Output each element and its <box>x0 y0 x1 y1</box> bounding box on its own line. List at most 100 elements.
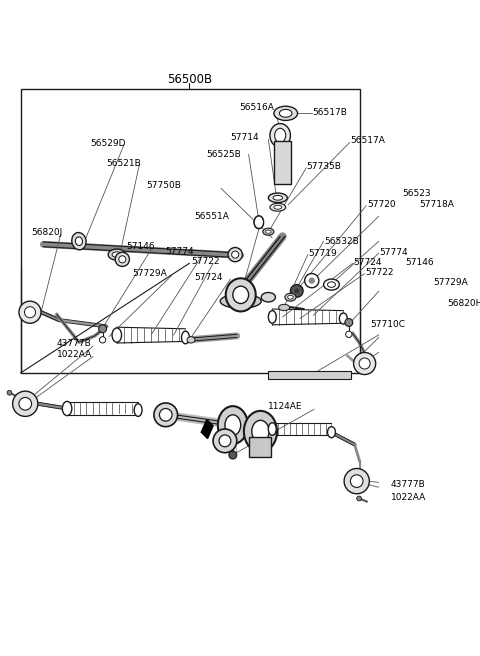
Bar <box>21 89 360 373</box>
Ellipse shape <box>279 110 292 117</box>
Circle shape <box>346 331 352 337</box>
Ellipse shape <box>159 409 172 421</box>
Circle shape <box>359 358 370 369</box>
Text: 56529D: 56529D <box>91 139 126 148</box>
Text: 57719: 57719 <box>309 249 337 258</box>
Circle shape <box>229 451 237 459</box>
Ellipse shape <box>108 249 125 260</box>
Text: 56551A: 56551A <box>194 213 229 221</box>
Ellipse shape <box>274 205 282 209</box>
Text: 57146: 57146 <box>126 242 155 251</box>
Ellipse shape <box>278 304 289 311</box>
Ellipse shape <box>213 429 237 453</box>
Ellipse shape <box>268 193 288 203</box>
Circle shape <box>294 289 299 293</box>
Ellipse shape <box>327 282 336 287</box>
Ellipse shape <box>270 123 290 147</box>
Text: 57724: 57724 <box>354 258 382 267</box>
Text: 56521B: 56521B <box>107 159 141 167</box>
Circle shape <box>24 307 36 318</box>
Bar <box>250 437 272 457</box>
Ellipse shape <box>244 411 277 452</box>
Text: 56525B: 56525B <box>206 150 240 159</box>
Text: 57146: 57146 <box>405 258 433 267</box>
Text: 56516A: 56516A <box>240 103 275 112</box>
Ellipse shape <box>327 426 336 438</box>
Ellipse shape <box>112 252 121 257</box>
Text: 57722: 57722 <box>365 268 394 277</box>
Text: 57714: 57714 <box>230 133 259 142</box>
Ellipse shape <box>265 230 271 234</box>
Text: 57724: 57724 <box>194 273 223 282</box>
Ellipse shape <box>268 422 276 436</box>
Circle shape <box>19 301 41 323</box>
Bar <box>268 371 351 379</box>
Text: 56517B: 56517B <box>312 108 348 117</box>
Ellipse shape <box>181 331 190 344</box>
Text: 57774: 57774 <box>166 247 194 256</box>
Ellipse shape <box>187 337 195 343</box>
Text: 57718A: 57718A <box>419 200 454 209</box>
Ellipse shape <box>233 286 249 304</box>
Ellipse shape <box>218 406 248 444</box>
Ellipse shape <box>285 293 296 301</box>
Ellipse shape <box>72 232 86 250</box>
Ellipse shape <box>273 195 283 200</box>
Text: 43777B: 43777B <box>57 339 92 348</box>
Circle shape <box>99 337 106 343</box>
Text: 56523: 56523 <box>403 190 431 198</box>
Text: 43777B: 43777B <box>391 480 425 489</box>
Ellipse shape <box>75 237 83 245</box>
Text: 1022AA: 1022AA <box>57 350 92 359</box>
Ellipse shape <box>115 253 130 266</box>
Text: 57774: 57774 <box>380 248 408 256</box>
Ellipse shape <box>228 247 242 262</box>
Text: 57720: 57720 <box>367 200 396 209</box>
Circle shape <box>309 277 315 284</box>
Text: 56500B: 56500B <box>167 73 212 86</box>
Bar <box>274 141 291 184</box>
Ellipse shape <box>270 203 286 211</box>
Ellipse shape <box>275 129 286 142</box>
Ellipse shape <box>154 403 178 426</box>
Circle shape <box>7 390 12 395</box>
Ellipse shape <box>226 278 256 312</box>
Ellipse shape <box>62 401 72 416</box>
Text: 56532B: 56532B <box>324 237 359 246</box>
Ellipse shape <box>134 403 142 417</box>
Ellipse shape <box>225 415 240 436</box>
Ellipse shape <box>339 313 347 324</box>
Text: 57710C: 57710C <box>370 320 405 329</box>
Text: 56820H: 56820H <box>447 299 480 308</box>
Ellipse shape <box>288 295 293 299</box>
Ellipse shape <box>112 328 121 342</box>
Ellipse shape <box>119 256 126 263</box>
Text: 1022AA: 1022AA <box>391 493 426 502</box>
Circle shape <box>344 468 370 494</box>
Circle shape <box>19 398 32 410</box>
Text: 57722: 57722 <box>191 257 219 266</box>
Circle shape <box>350 475 363 487</box>
Ellipse shape <box>274 106 298 121</box>
Polygon shape <box>201 420 213 438</box>
Ellipse shape <box>254 216 264 228</box>
Text: 57750B: 57750B <box>147 182 181 190</box>
Ellipse shape <box>324 279 339 290</box>
Circle shape <box>99 325 107 333</box>
Circle shape <box>12 391 38 417</box>
Text: 1124AE: 1124AE <box>268 402 303 411</box>
Ellipse shape <box>220 294 261 308</box>
Circle shape <box>290 285 303 297</box>
Circle shape <box>305 274 319 288</box>
Text: 57729A: 57729A <box>433 277 468 287</box>
Ellipse shape <box>229 293 241 300</box>
Text: 57735B: 57735B <box>306 163 341 171</box>
Ellipse shape <box>232 251 239 258</box>
Text: 56517A: 56517A <box>350 136 385 146</box>
Text: 56820J: 56820J <box>32 228 63 237</box>
Circle shape <box>357 496 361 501</box>
Ellipse shape <box>263 228 274 236</box>
Ellipse shape <box>252 420 269 442</box>
Ellipse shape <box>268 311 276 323</box>
Circle shape <box>345 319 353 327</box>
